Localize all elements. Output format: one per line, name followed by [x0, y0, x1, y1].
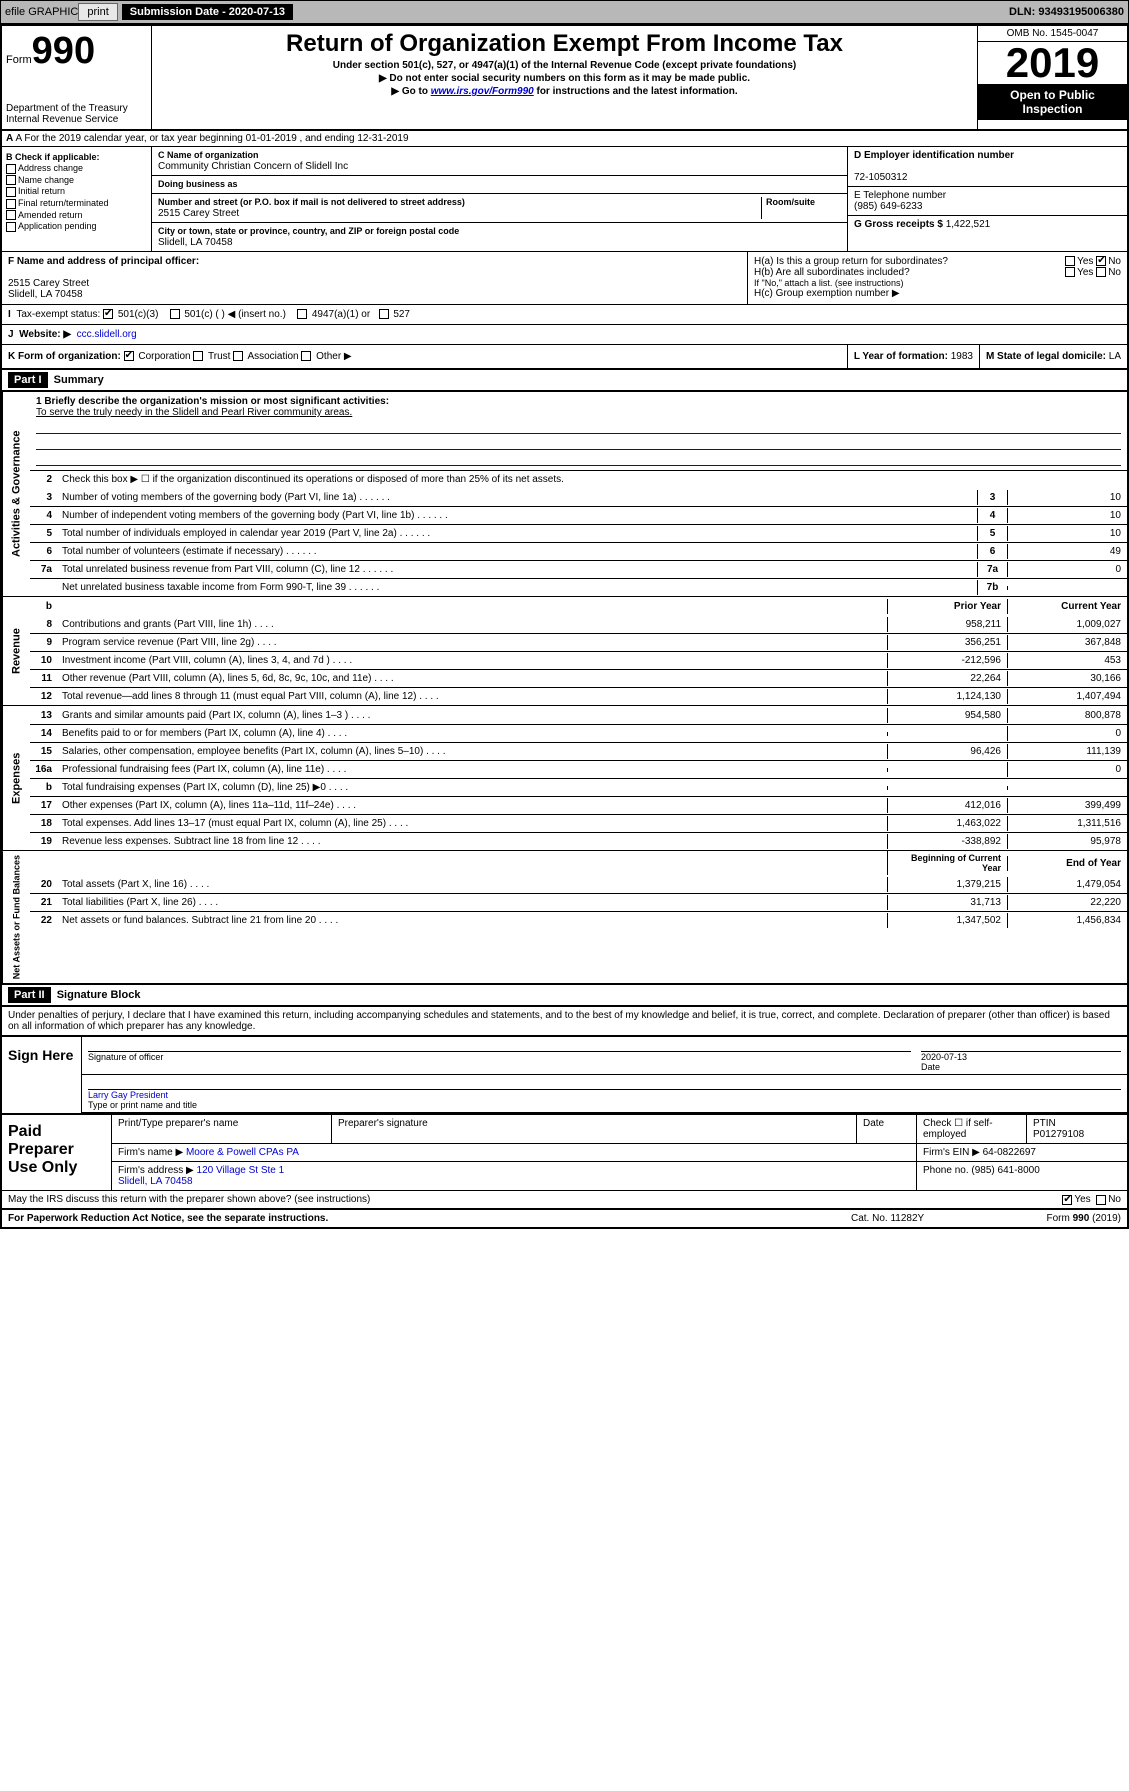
dln-label: DLN: 93493195006380: [1009, 6, 1124, 18]
vlabel-net-assets: Net Assets or Fund Balances: [2, 851, 30, 983]
website-link[interactable]: ccc.slidell.org: [77, 329, 137, 340]
org-city: Slidell, LA 70458: [158, 237, 233, 248]
print-button[interactable]: print: [78, 3, 117, 21]
vlabel-governance: Activities & Governance: [2, 392, 30, 596]
note-link: ▶ Go to www.irs.gov/Form990 for instruct…: [156, 86, 973, 97]
gov-line: 6Total number of volunteers (estimate if…: [30, 542, 1127, 560]
rev-line: 11Other revenue (Part VIII, column (A), …: [30, 669, 1127, 687]
exp-line: bTotal fundraising expenses (Part IX, co…: [30, 778, 1127, 796]
expenses-section: Expenses 13Grants and similar amounts pa…: [2, 705, 1127, 850]
na-line: 22Net assets or fund balances. Subtract …: [30, 911, 1127, 929]
na-line: 20Total assets (Part X, line 16) . . . .…: [30, 875, 1127, 893]
vlabel-expenses: Expenses: [2, 706, 30, 850]
gov-line: 3Number of voting members of the governi…: [30, 488, 1127, 506]
net-assets-section: Net Assets or Fund Balances Beginning of…: [2, 850, 1127, 983]
col-right-ids: D Employer identification number72-10503…: [847, 147, 1127, 251]
sign-here-block: Sign Here Signature of officer2020-07-13…: [2, 1035, 1127, 1113]
efile-label: efile GRAPHIC: [5, 6, 78, 18]
col-c-org: C Name of organizationCommunity Christia…: [152, 147, 847, 251]
top-bar: efile GRAPHIC print Submission Date - 20…: [0, 0, 1129, 24]
tax-year: 2019: [978, 42, 1127, 84]
note-ssn: ▶ Do not enter social security numbers o…: [156, 73, 973, 84]
rev-line: 10Investment income (Part VIII, column (…: [30, 651, 1127, 669]
officer-addr: 2515 Carey Street Slidell, LA 70458: [8, 278, 89, 300]
dept-label: Department of the Treasury Internal Reve…: [6, 103, 147, 125]
exp-line: 16aProfessional fundraising fees (Part I…: [30, 760, 1127, 778]
footer: For Paperwork Reduction Act Notice, see …: [2, 1208, 1127, 1227]
gov-line: 4Number of independent voting members of…: [30, 506, 1127, 524]
gov-line: Net unrelated business taxable income fr…: [30, 578, 1127, 596]
exp-line: 18Total expenses. Add lines 13–17 (must …: [30, 814, 1127, 832]
open-public-badge: Open to Public Inspection: [978, 84, 1127, 120]
perjury-statement: Under penalties of perjury, I declare th…: [2, 1007, 1127, 1035]
exp-line: 15Salaries, other compensation, employee…: [30, 742, 1127, 760]
row-fh: F Name and address of principal officer:…: [2, 252, 1127, 305]
mission-block: 1 Briefly describe the organization's mi…: [30, 392, 1127, 470]
irs-link[interactable]: www.irs.gov/Form990: [431, 86, 534, 97]
activities-governance: Activities & Governance 1 Briefly descri…: [2, 392, 1127, 596]
form-number: Form990: [6, 30, 147, 73]
revenue-section: Revenue bPrior YearCurrent Year 8Contrib…: [2, 596, 1127, 705]
ein: 72-1050312: [854, 172, 907, 183]
phone: (985) 649-6233: [854, 201, 922, 212]
section-bc: B Check if applicable: Address change Na…: [2, 147, 1127, 252]
na-line: 21Total liabilities (Part X, line 26) . …: [30, 893, 1127, 911]
mission-text: To serve the truly needy in the Slidell …: [36, 407, 1121, 418]
gov-line: 5Total number of individuals employed in…: [30, 524, 1127, 542]
form-header: Form990 Department of the Treasury Inter…: [2, 26, 1127, 131]
exp-line: 17Other expenses (Part IX, column (A), l…: [30, 796, 1127, 814]
gross-receipts: 1,422,521: [946, 219, 991, 230]
rev-line: 8Contributions and grants (Part VIII, li…: [30, 615, 1127, 633]
org-address: 2515 Carey Street: [158, 208, 239, 219]
paid-preparer-block: Paid Preparer Use Only Print/Type prepar…: [2, 1113, 1127, 1190]
discuss-row: May the IRS discuss this return with the…: [2, 1190, 1127, 1208]
part2-header: Part II Signature Block: [2, 983, 1127, 1007]
exp-line: 19Revenue less expenses. Subtract line 1…: [30, 832, 1127, 850]
submission-date: Submission Date - 2020-07-13: [122, 4, 293, 20]
org-name: Community Christian Concern of Slidell I…: [158, 161, 348, 172]
exp-line: 14Benefits paid to or for members (Part …: [30, 724, 1127, 742]
gov-line: 7aTotal unrelated business revenue from …: [30, 560, 1127, 578]
row-i-tax-status: I Tax-exempt status: 501(c)(3) 501(c) ( …: [2, 305, 1127, 325]
form-subtitle: Under section 501(c), 527, or 4947(a)(1)…: [156, 60, 973, 71]
form-990: Form990 Department of the Treasury Inter…: [0, 24, 1129, 1229]
form-ref: Form 990 (2019): [1001, 1213, 1121, 1224]
vlabel-revenue: Revenue: [2, 597, 30, 705]
col-b-checkboxes: B Check if applicable: Address change Na…: [2, 147, 152, 251]
row-j-website: J Website: ▶ ccc.slidell.org: [2, 325, 1127, 345]
rev-line: 12Total revenue—add lines 8 through 11 (…: [30, 687, 1127, 705]
row-klm: K Form of organization: Corporation Trus…: [2, 345, 1127, 370]
rev-line: 9Program service revenue (Part VIII, lin…: [30, 633, 1127, 651]
row-a-period: A A For the 2019 calendar year, or tax y…: [2, 131, 1127, 147]
exp-line: 13Grants and similar amounts paid (Part …: [30, 706, 1127, 724]
part1-header: Part I Summary: [2, 370, 1127, 392]
form-title: Return of Organization Exempt From Incom…: [156, 30, 973, 58]
